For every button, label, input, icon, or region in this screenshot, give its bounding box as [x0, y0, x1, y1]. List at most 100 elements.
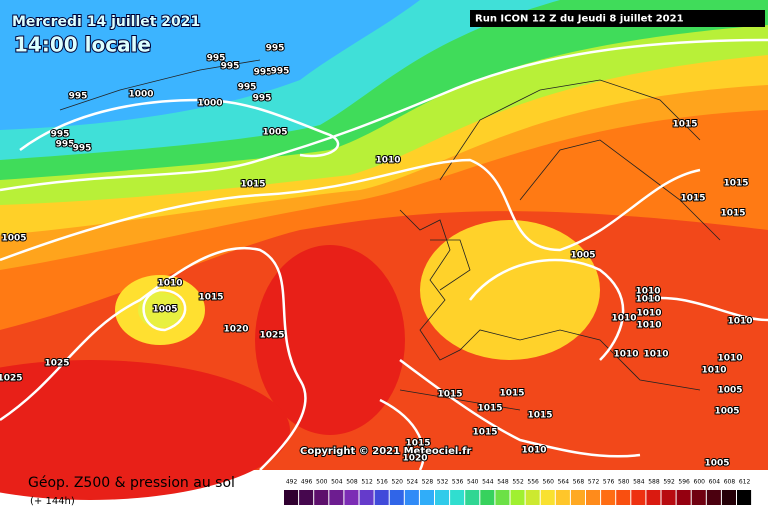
legend-swatch — [284, 490, 299, 505]
isobar-label: 995 — [266, 44, 285, 54]
isobar-label: 1005 — [714, 407, 739, 417]
isobar-label: 1010 — [643, 350, 668, 360]
run-banner — [470, 10, 765, 27]
isobar-label: 1010 — [701, 366, 726, 376]
coastline — [59, 59, 721, 411]
field — [138, 292, 182, 328]
legend-level: 564 — [558, 479, 570, 486]
legend-swatch — [555, 490, 570, 505]
legend-level: 500 — [316, 479, 328, 486]
isobar-label: 1015 — [240, 180, 265, 190]
isobar-line — [379, 358, 641, 471]
isobar-line — [0, 38, 768, 192]
legend-level: 492 — [286, 479, 298, 486]
isobar-label: 1020 — [223, 325, 248, 335]
legend-swatch — [721, 490, 736, 505]
isobar-label: 1015 — [437, 390, 462, 400]
legend-level: 532 — [437, 479, 449, 486]
isobar-label: 1010 — [727, 317, 752, 327]
legend-level: 592 — [663, 479, 675, 486]
isobar-label: 1005 — [152, 305, 177, 315]
isobar-label: 995 — [253, 94, 272, 104]
legend-level: 524 — [407, 479, 419, 486]
isobar-line — [19, 98, 340, 158]
isobar-label: 995 — [207, 54, 226, 64]
legend-level: 536 — [452, 479, 464, 486]
isobar-label: 1010 — [636, 309, 661, 319]
legend-level: 572 — [588, 479, 600, 486]
isobar-label: 1025 — [0, 374, 23, 384]
legend-level: 516 — [376, 479, 388, 486]
isobar-label: 1015 — [477, 404, 502, 414]
legend-level: 544 — [482, 479, 494, 486]
isobar-label: 995 — [73, 144, 92, 154]
isobar-label: 995 — [69, 92, 88, 102]
isobar-label: 1010 — [613, 350, 638, 360]
legend-level: 512 — [361, 479, 373, 486]
legend-swatch — [737, 490, 752, 505]
legend-swatch — [435, 490, 450, 505]
legend-level: 520 — [392, 479, 404, 486]
legend-level: 528 — [422, 479, 434, 486]
field — [255, 245, 405, 435]
legend-level: 608 — [724, 479, 736, 486]
legend-level: 580 — [618, 479, 630, 486]
legend-swatch — [359, 490, 374, 505]
isobar-line — [469, 258, 768, 361]
isobar-label: 995 — [51, 130, 70, 140]
isobar-label: 1010 — [717, 354, 742, 364]
isobar-label: 1000 — [128, 90, 153, 100]
isobar-label: 1005 — [704, 459, 729, 469]
copyright: Copyright © 2021 Meteociel.fr — [300, 446, 471, 457]
legend-swatch — [646, 490, 661, 505]
isobar-label: 995 — [271, 67, 290, 77]
legend-swatch — [329, 490, 344, 505]
legend-level: 576 — [603, 479, 615, 486]
color-legend: 492 496 500 504 508 512 516 520 524 528 532 536 540 5… — [284, 479, 752, 505]
legend-swatch — [586, 490, 601, 505]
isobar-label: 1010 — [157, 279, 182, 289]
valid-time: 14:00 locale — [14, 33, 151, 57]
isobar-label: 995 — [238, 83, 257, 93]
legend-level: 600 — [694, 479, 706, 486]
legend-swatch — [525, 490, 540, 505]
footer-title: Géop. Z500 & pression au sol — [28, 475, 235, 491]
legend-level: 548 — [497, 479, 509, 486]
legend-level: 556 — [527, 479, 539, 486]
isobar-label: 995 — [56, 140, 75, 150]
isobar-label: 995 — [254, 68, 273, 78]
isobar-label: 1010 — [521, 446, 546, 456]
isobar-label: 1010 — [636, 321, 661, 331]
legend-swatch — [540, 490, 555, 505]
isobar-label: 1010 — [635, 295, 660, 305]
legend-level: 540 — [467, 479, 479, 486]
isobar-line — [0, 158, 701, 262]
legend-level: 568 — [573, 479, 585, 486]
legend-level: 496 — [301, 479, 313, 486]
legend-swatch — [344, 490, 359, 505]
isobar-label: 1015 — [472, 428, 497, 438]
isobar-label: 1015 — [720, 209, 745, 219]
isobar-label: 1015 — [723, 179, 748, 189]
legend-swatch — [510, 490, 525, 505]
isobar-label: 1005 — [570, 251, 595, 261]
legend-swatch — [450, 490, 465, 505]
legend-swatch — [299, 490, 314, 505]
legend-level: 552 — [512, 479, 524, 486]
legend-level: 504 — [331, 479, 343, 486]
legend-swatch — [495, 490, 510, 505]
isobar-label: 1010 — [375, 156, 400, 166]
legend-level: 612 — [739, 479, 751, 486]
isobar-label: 1005 — [717, 386, 742, 396]
isobar-label: 1005 — [1, 234, 26, 244]
isobar-line — [142, 288, 187, 332]
map — [0, 0, 768, 500]
isobar-label: 995 — [221, 62, 240, 72]
isobar-line — [0, 246, 307, 471]
legend-swatch — [389, 490, 404, 505]
isobar-label: 1015 — [499, 389, 524, 399]
isobar-label: 1025 — [259, 331, 284, 341]
legend-swatch — [419, 490, 434, 505]
legend-swatch — [465, 490, 480, 505]
